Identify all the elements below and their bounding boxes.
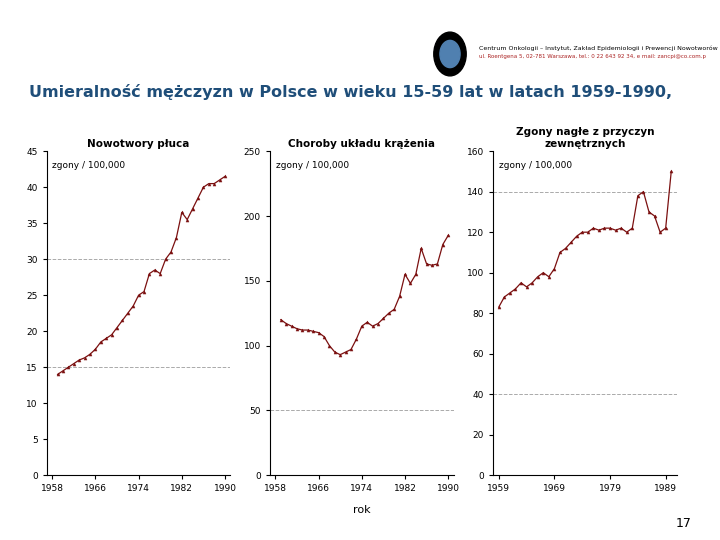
Title: Zgony nagłe z przyczyn
zewnętrznych: Zgony nagłe z przyczyn zewnętrznych: [516, 127, 654, 149]
Text: 17: 17: [675, 517, 691, 530]
Text: rok: rok: [354, 505, 371, 515]
Circle shape: [440, 40, 460, 68]
Circle shape: [433, 32, 467, 76]
Text: zgony / 100,000: zgony / 100,000: [276, 161, 348, 170]
Title: Nowotwory płuca: Nowotwory płuca: [87, 139, 190, 149]
Text: zgony / 100,000: zgony / 100,000: [53, 161, 125, 170]
Title: Choroby układu krążenia: Choroby układu krążenia: [288, 139, 436, 149]
Text: Umieralność mężczyzn w Polsce w wieku 15-59 lat w latach 1959-1990,: Umieralność mężczyzn w Polsce w wieku 15…: [29, 84, 672, 100]
Text: Centrum Onkologii – Instytut, Zakład Epidemiologii i Prewencji Nowotworów: Centrum Onkologii – Instytut, Zakład Epi…: [479, 46, 718, 51]
Text: ul. Roentgena 5, 02-781 Warszawa, tel.: 0 22 643 92 34, e mail: zancpi@co.com.p: ul. Roentgena 5, 02-781 Warszawa, tel.: …: [479, 54, 706, 59]
Text: zgony / 100,000: zgony / 100,000: [499, 161, 572, 170]
